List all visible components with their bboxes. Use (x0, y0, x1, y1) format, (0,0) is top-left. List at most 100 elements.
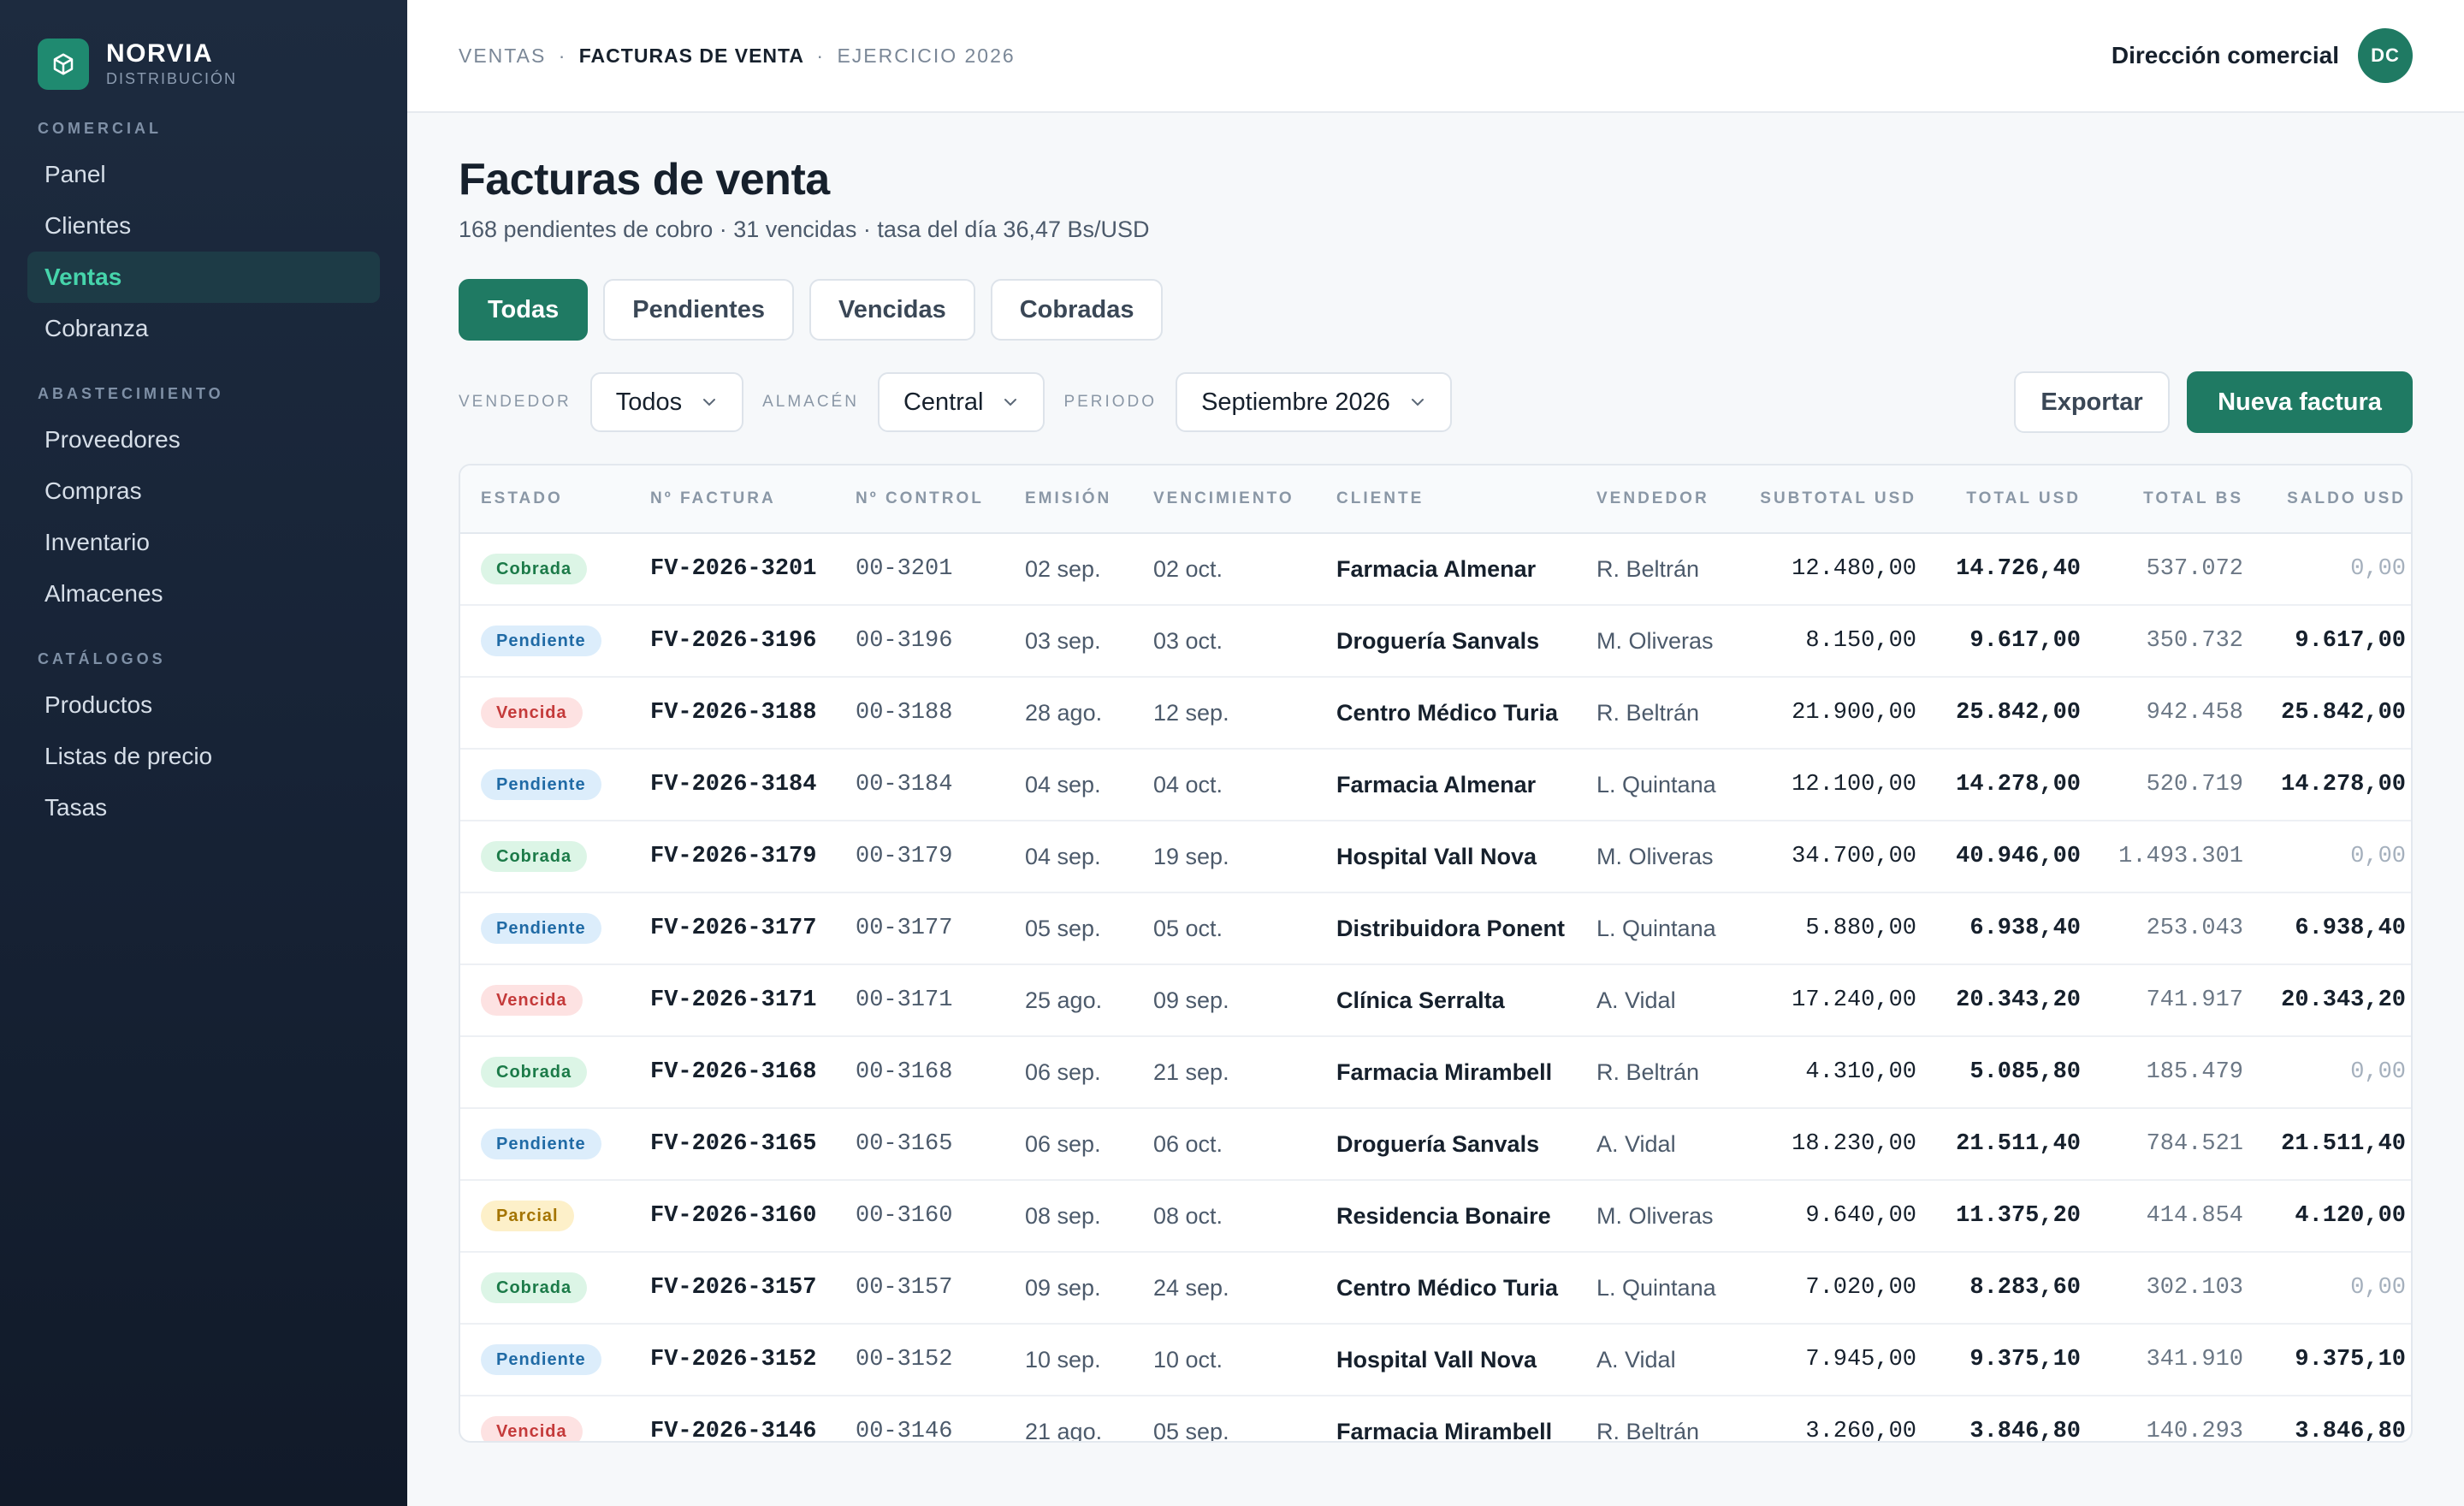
invoice-number-cell[interactable]: FV-2026-3201 (650, 556, 817, 582)
filter-label-almacen: ALMACÉN (762, 393, 859, 411)
table-row[interactable]: Vencida FV-2026-3188 00-3188 28 ago. 12 sep.… (460, 678, 2411, 750)
vendedor-select[interactable]: Todos (589, 372, 744, 432)
client-cell: Hospital Vall Nova (1336, 844, 1537, 869)
due-date-cell: 12 sep. (1153, 700, 1229, 726)
breadcrumb-separator: · (816, 44, 826, 67)
table-row[interactable]: Vencida FV-2026-3171 00-3171 25 ago. 09 sep.… (460, 965, 2411, 1037)
invoice-number-cell[interactable]: FV-2026-3184 (650, 772, 817, 797)
invoice-number-cell[interactable]: FV-2026-3157 (650, 1275, 817, 1301)
tab-vencidas[interactable]: Vencidas (808, 279, 975, 341)
invoice-number-cell[interactable]: FV-2026-3196 (650, 628, 817, 654)
tab-cobradas[interactable]: Cobradas (990, 279, 1164, 341)
sidebar-item-almacenes[interactable]: Almacenes (44, 580, 163, 607)
table-row[interactable]: Pendiente FV-2026-3152 00-3152 10 sep. 10 oc… (460, 1325, 2411, 1396)
sidebar-item-panel[interactable]: Panel (44, 161, 106, 187)
breadcrumb-ventas[interactable]: VENTAS (459, 44, 547, 67)
export-button[interactable]: Exportar (2014, 371, 2170, 433)
invoice-number-cell[interactable]: FV-2026-3165 (650, 1131, 817, 1157)
column-header-estado[interactable]: ESTADO (481, 489, 563, 507)
column-header-total-usd[interactable]: TOTAL USD (1966, 489, 2081, 507)
status-badge: Cobrada (481, 1057, 588, 1088)
sidebar-item-clientes[interactable]: Clientes (44, 212, 132, 239)
status-badge: Pendiente (481, 1129, 601, 1159)
column-header-emision[interactable]: EMISIÓN (1025, 489, 1112, 507)
client-cell: Droguería Sanvals (1336, 628, 1540, 654)
invoice-number-cell[interactable]: FV-2026-3160 (650, 1203, 817, 1229)
status-badge: Vencida (481, 697, 583, 728)
status-cell: Cobrada (481, 1253, 588, 1323)
balance-usd-cell: 9.617,00 (2295, 628, 2406, 654)
invoice-number-cell[interactable]: FV-2026-3152 (650, 1347, 817, 1373)
column-header-factura[interactable]: Nº FACTURA (650, 489, 776, 507)
sidebar-item-cobranza[interactable]: Cobranza (44, 315, 149, 341)
balance-usd-cell: 0,00 (2350, 1275, 2406, 1301)
nav-section-catalogos: CATÁLOGOS (38, 650, 166, 667)
table-row[interactable]: Parcial FV-2026-3160 00-3160 08 sep. 08 oct.… (460, 1181, 2411, 1253)
breadcrumb: VENTAS · FACTURAS DE VENTA · EJERCICIO 2… (459, 44, 1016, 68)
status-badge: Vencida (481, 985, 583, 1016)
client-cell: Clínica Serralta (1336, 987, 1505, 1013)
almacen-select[interactable]: Central (877, 372, 1045, 432)
due-date-cell: 09 sep. (1153, 987, 1229, 1013)
column-header-subtotal[interactable]: SUBTOTAL USD (1760, 489, 1916, 507)
due-date-cell: 08 oct. (1153, 1203, 1223, 1229)
seller-cell: R. Beltrán (1596, 1059, 1700, 1085)
total-bs-cell: 253.043 (2146, 916, 2243, 941)
table-row[interactable]: Cobrada FV-2026-3157 00-3157 09 sep. 24 sep.… (460, 1253, 2411, 1325)
column-header-cliente[interactable]: CLIENTE (1336, 489, 1424, 507)
column-header-control[interactable]: Nº CONTROL (856, 489, 984, 507)
table-row[interactable]: Cobrada FV-2026-3201 00-3201 02 sep. 02 oct.… (460, 534, 2411, 606)
column-header-vencimiento[interactable]: VENCIMIENTO (1153, 489, 1294, 507)
status-badge: Pendiente (481, 626, 601, 656)
control-number-cell: 00-3152 (856, 1347, 953, 1373)
table-row[interactable]: Pendiente FV-2026-3177 00-3177 05 sep. 05 oc… (460, 893, 2411, 965)
brand-subtitle: DISTRIBUCIÓN (106, 70, 238, 87)
table-row[interactable]: Cobrada FV-2026-3179 00-3179 04 sep. 19 sep.… (460, 821, 2411, 893)
client-cell: Farmacia Mirambell (1336, 1059, 1553, 1085)
status-badge: Cobrada (481, 554, 588, 584)
total-usd-cell: 6.938,40 (1969, 916, 2081, 941)
seller-cell: L. Quintana (1596, 916, 1716, 941)
sidebar-item-ventas[interactable]: Ventas (27, 252, 380, 303)
sidebar-item-inventario[interactable]: Inventario (44, 529, 150, 555)
sidebar-item-listas-de-precio[interactable]: Listas de precio (44, 743, 213, 769)
sidebar-item-tasas[interactable]: Tasas (44, 794, 108, 821)
tab-pendientes[interactable]: Pendientes (603, 279, 794, 341)
table-row[interactable]: Pendiente FV-2026-3165 00-3165 06 sep. 06 oc… (460, 1109, 2411, 1181)
column-header-saldo[interactable]: SALDO USD (2287, 489, 2406, 507)
invoice-number-cell[interactable]: FV-2026-3188 (650, 700, 817, 726)
column-header-vendedor[interactable]: VENDEDOR (1596, 489, 1709, 507)
tab-todas[interactable]: Todas (459, 279, 589, 341)
sidebar-item-compras[interactable]: Compras (44, 477, 142, 504)
table-row[interactable]: Pendiente FV-2026-3196 00-3196 03 sep. 03 oc… (460, 606, 2411, 678)
chevron-down-icon (1004, 399, 1017, 406)
user-menu[interactable]: Dirección comercial DC (2112, 28, 2413, 83)
sidebar-item-productos[interactable]: Productos (44, 691, 153, 718)
status-badge: Pendiente (481, 913, 601, 944)
invoice-number-cell[interactable]: FV-2026-3177 (650, 916, 817, 941)
table-row[interactable]: Pendiente FV-2026-3184 00-3184 04 sep. 04 oc… (460, 750, 2411, 821)
column-header-total-bs[interactable]: TOTAL BS (2143, 489, 2243, 507)
invoice-number-cell[interactable]: FV-2026-3179 (650, 844, 817, 869)
invoice-number-cell[interactable]: FV-2026-3171 (650, 987, 817, 1013)
total-usd-cell: 14.278,00 (1956, 772, 2081, 797)
breadcrumb-ejercicio: EJERCICIO 2026 (837, 44, 1016, 67)
avatar[interactable]: DC (2358, 28, 2413, 83)
new-invoice-button[interactable]: Nueva factura (2187, 371, 2413, 433)
invoice-number-cell[interactable]: FV-2026-3168 (650, 1059, 817, 1085)
control-number-cell: 00-3196 (856, 628, 953, 654)
table-row[interactable]: Cobrada FV-2026-3168 00-3168 06 sep. 21 sep.… (460, 1037, 2411, 1109)
seller-cell: R. Beltrán (1596, 700, 1700, 726)
brand[interactable]: NORVIA DISTRIBUCIÓN (38, 38, 237, 91)
periodo-select[interactable]: Septiembre 2026 (1176, 372, 1452, 432)
due-date-cell: 21 sep. (1153, 1059, 1229, 1085)
sidebar-item-proveedores[interactable]: Proveedores (44, 426, 181, 453)
subtotal-usd-cell: 7.020,00 (1805, 1275, 1916, 1301)
control-number-cell: 00-3184 (856, 772, 953, 797)
seller-cell: M. Oliveras (1596, 628, 1714, 654)
invoice-number-cell[interactable]: FV-2026-3146 (650, 1419, 817, 1443)
table-row[interactable]: Vencida FV-2026-3146 00-3146 21 ago. 05 sep.… (460, 1396, 2411, 1443)
balance-usd-cell: 0,00 (2350, 844, 2406, 869)
balance-usd-cell: 3.846,80 (2295, 1419, 2406, 1443)
total-bs-cell: 302.103 (2146, 1275, 2243, 1301)
